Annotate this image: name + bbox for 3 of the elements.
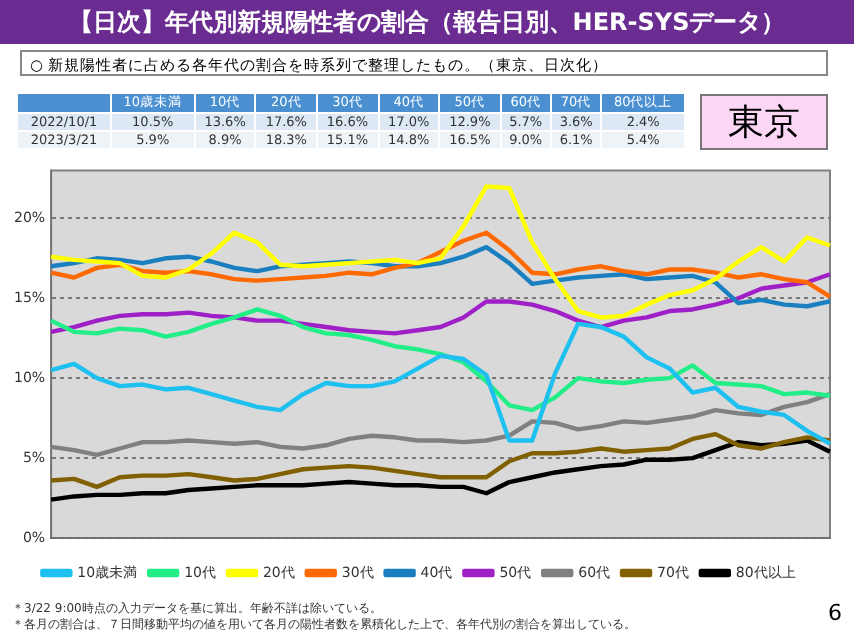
- text: 東京: [700, 94, 828, 150]
- chart-title: 【日次】年代別新規陽性者の割合（報告日別、HER-SYSデータ）: [0, 0, 854, 44]
- text: 6: [828, 600, 842, 626]
